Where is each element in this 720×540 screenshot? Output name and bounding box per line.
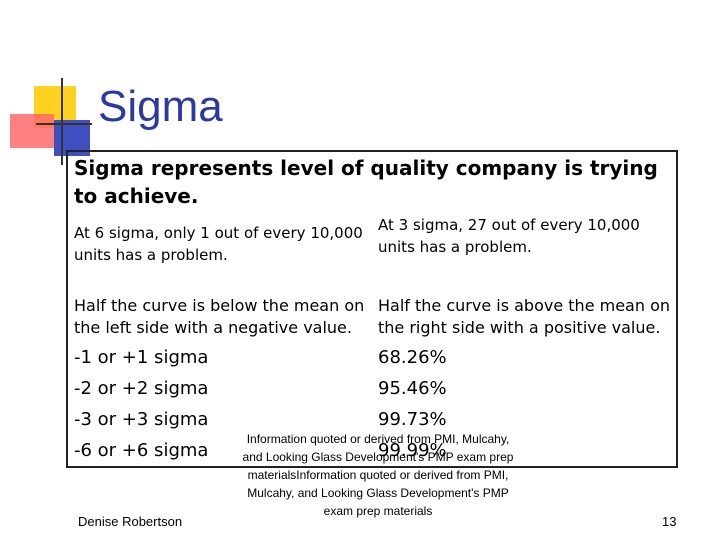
table-cell: 95.46% <box>378 378 447 399</box>
table-cell: 68.26% <box>378 347 447 368</box>
table-cell: -2 or +2 sigma <box>74 378 209 399</box>
table-cell: At 3 sigma, 27 out of every 10,000 units… <box>378 216 640 256</box>
author: Denise Robertson <box>78 514 183 529</box>
table-cell: 99.99% <box>378 440 447 461</box>
table-cell: Half the curve is above the mean on the … <box>378 296 671 337</box>
table-cell: -3 or +3 sigma <box>74 409 209 430</box>
table-cell: 99.73% <box>378 409 447 430</box>
page-number: 13 <box>662 514 677 529</box>
table-cell: Half the curve is below the mean on the … <box>74 296 365 337</box>
table-cell: -1 or +1 sigma <box>74 347 209 368</box>
slide-title: Sigma <box>98 82 223 131</box>
table-header: Sigma represents level of quality compan… <box>74 156 658 208</box>
table-cell: At 6 sigma, only 1 out of every 10,000 u… <box>74 224 363 264</box>
table: Sigma represents level of quality compan… <box>66 150 678 468</box>
table-cell: -6 or +6 sigma <box>74 440 209 461</box>
source-note: Information quoted or derived from PMI, … <box>242 432 514 518</box>
